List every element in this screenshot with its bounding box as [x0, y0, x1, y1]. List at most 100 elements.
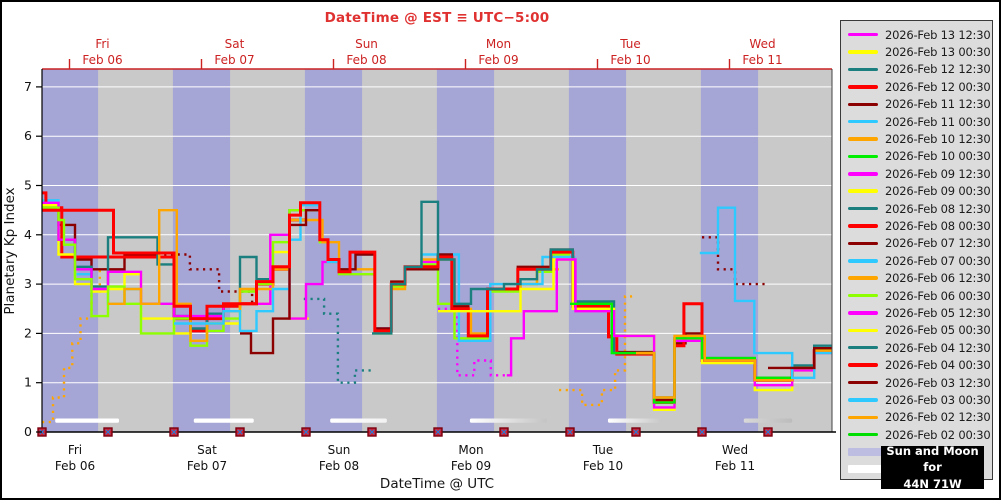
top-axis-date-label: Feb 08 — [346, 53, 386, 67]
legend-label: 2026-Feb 04 00:30 — [885, 358, 991, 373]
legend-item[interactable]: 2026-Feb 12 12:30 — [841, 61, 992, 78]
legend-item[interactable]: 2026-Feb 04 12:30 — [841, 339, 992, 356]
utc-tick-marker-x — [501, 429, 507, 435]
legend-item[interactable]: 2026-Feb 05 00:30 — [841, 322, 992, 339]
bottom-axis-day-label: Fri — [68, 443, 82, 457]
bottom-axis-date-label: Feb 09 — [451, 459, 491, 473]
sun-moon-tooltip: Sun and Moon for 44N 71W — [881, 443, 984, 491]
forecast-line-dotted — [157, 253, 265, 305]
legend-item[interactable]: 2026-Feb 13 00:30 — [841, 43, 992, 60]
legend-item[interactable]: 2026-Feb 07 12:30 — [841, 235, 992, 252]
legend-item[interactable]: 2026-Feb 12 00:30 — [841, 78, 992, 95]
legend-item[interactable]: 2026-Feb 02 00:30 — [841, 426, 992, 443]
legend-line-swatch — [848, 259, 878, 263]
night-band — [172, 69, 231, 432]
legend-item[interactable]: 2026-Feb 09 00:30 — [841, 183, 992, 200]
legend-item[interactable]: 2026-Feb 04 00:30 — [841, 356, 992, 373]
legend-item[interactable]: 2026-Feb 08 00:30 — [841, 217, 992, 234]
bottom-axis-day-label: Sat — [197, 443, 217, 457]
legend-item[interactable]: 2026-Feb 07 00:30 — [841, 252, 992, 269]
y-axis-tick-label: 4 — [24, 227, 32, 242]
legend-label: 2026-Feb 02 00:30 — [885, 427, 991, 442]
bottom-axis-day-label: Mon — [458, 443, 483, 457]
moon-up-bar — [55, 418, 119, 423]
legend-label: 2026-Feb 08 00:30 — [885, 218, 991, 233]
legend-item[interactable]: 2026-Feb 10 12:30 — [841, 130, 992, 147]
legend-line-swatch — [848, 415, 878, 420]
legend-label: 2026-Feb 05 00:30 — [885, 323, 991, 338]
legend-label: 2026-Feb 11 12:30 — [885, 97, 991, 112]
legend-label: 2026-Feb 09 12:30 — [885, 166, 991, 181]
bottom-axis-day-label: Tue — [592, 443, 614, 457]
top-axis-date-label: Feb 11 — [742, 53, 782, 67]
legend-item[interactable]: 2026-Feb 05 12:30 — [841, 304, 992, 321]
moon-up-bar — [469, 418, 547, 423]
legend-line-swatch — [848, 50, 878, 54]
moon-up-bar — [743, 418, 793, 423]
legend-line-swatch — [848, 85, 878, 89]
legend-line-swatch — [848, 276, 878, 280]
legend-item[interactable]: 2026-Feb 03 12:30 — [841, 374, 992, 391]
y-axis-tick-label: 6 — [24, 128, 32, 143]
night-band — [700, 69, 759, 432]
legend-line-swatch — [848, 345, 878, 350]
legend-label: 2026-Feb 06 12:30 — [885, 271, 991, 286]
legend-item-sun-band-swatch — [841, 443, 992, 460]
legend-line-swatch — [848, 172, 878, 176]
sun-band-swatch — [848, 448, 900, 457]
y-axis-tick-label: 0 — [24, 424, 32, 439]
legend-line-swatch — [848, 293, 878, 298]
utc-tick-marker-x — [237, 429, 243, 435]
legend-item[interactable]: 2026-Feb 11 00:30 — [841, 113, 992, 130]
y-axis-tick-label: 2 — [24, 325, 32, 340]
forecast-line — [42, 206, 570, 347]
legend-line-swatch — [848, 311, 878, 315]
y-axis-tick-label: 7 — [24, 79, 32, 94]
forecast-line — [699, 206, 832, 379]
legend-line-swatch — [848, 206, 878, 211]
utc-tick-marker-x — [369, 429, 375, 435]
y-axis-title: Planetary Kp Index — [2, 187, 18, 315]
legend-item[interactable]: 2026-Feb 02 12:30 — [841, 409, 992, 426]
legend-line-swatch — [848, 137, 878, 141]
legend-item[interactable]: 2026-Feb 09 12:30 — [841, 165, 992, 182]
legend-line-swatch — [848, 67, 878, 72]
legend-item[interactable]: 2026-Feb 06 00:30 — [841, 287, 992, 304]
top-axis-day-label: Sat — [225, 37, 245, 51]
moon-up-bar — [193, 418, 254, 423]
utc-tick-marker-x — [699, 429, 705, 435]
utc-tick-marker-x — [633, 429, 639, 435]
legend-label: 2026-Feb 05 12:30 — [885, 305, 991, 320]
legend-label: 2026-Feb 08 12:30 — [885, 201, 991, 216]
top-axis-date-label: Feb 07 — [214, 53, 254, 67]
bottom-axis-day-label: Wed — [722, 443, 748, 457]
night-band — [568, 69, 627, 432]
legend-item[interactable]: 2026-Feb 13 12:30 — [841, 26, 992, 43]
moon-up-bar — [607, 418, 662, 423]
legend-line-swatch — [848, 189, 878, 193]
legend-item[interactable]: 2026-Feb 08 12:30 — [841, 200, 992, 217]
legend-item[interactable]: 2026-Feb 03 00:30 — [841, 391, 992, 408]
utc-tick-marker-x — [171, 429, 177, 435]
legend-label: 2026-Feb 10 00:30 — [885, 149, 991, 164]
legend-line-swatch — [848, 380, 878, 385]
legend-line-swatch — [848, 102, 878, 106]
legend-line-swatch — [848, 241, 878, 246]
legend-line-swatch — [848, 154, 878, 159]
legend-label: 2026-Feb 09 00:30 — [885, 184, 991, 199]
utc-tick-marker-x — [105, 429, 111, 435]
y-axis-tick-label: 3 — [24, 276, 32, 291]
legend-item[interactable]: 2026-Feb 06 12:30 — [841, 269, 992, 286]
tooltip-line1: Sun and Moon for — [886, 443, 979, 475]
legend-line-swatch — [848, 363, 878, 367]
x-axis-title-utc: DateTime @ UTC — [379, 476, 495, 492]
legend-item[interactable]: 2026-Feb 10 00:30 — [841, 148, 992, 165]
legend-label: 2026-Feb 07 12:30 — [885, 236, 991, 251]
utc-tick-marker-x — [567, 429, 573, 435]
top-axis-day-label: Fri — [95, 37, 109, 51]
night-band — [304, 69, 363, 432]
legend-item[interactable]: 2026-Feb 11 12:30 — [841, 96, 992, 113]
legend-label: 2026-Feb 10 12:30 — [885, 132, 991, 147]
